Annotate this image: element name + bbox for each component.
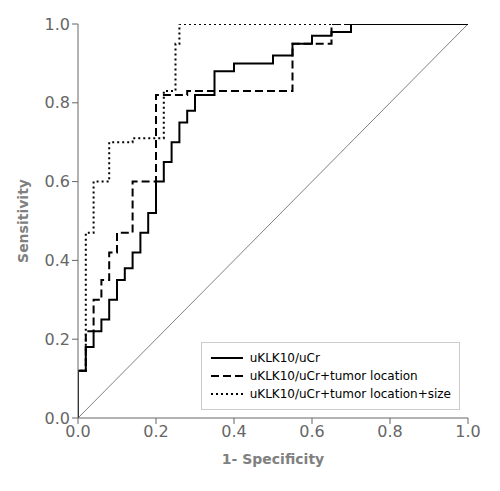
svg-text:Sensitivity: Sensitivity	[15, 179, 31, 263]
svg-text:0.6: 0.6	[45, 172, 70, 191]
html-text:uKLK10/uCr+tumor location: uKLK10/uCr+tumor location	[249, 369, 418, 383]
html-text:uKLK10/uCr+tumor location+size: uKLK10/uCr+tumor location+size	[249, 387, 451, 401]
svg-text:0.6: 0.6	[299, 422, 324, 441]
svg-text:0.4: 0.4	[45, 251, 70, 270]
svg-text:0.4: 0.4	[221, 422, 246, 441]
svg-text:1.0: 1.0	[45, 15, 70, 34]
svg-text:0.2: 0.2	[143, 422, 168, 441]
svg-text:0.8: 0.8	[377, 422, 402, 441]
svg-text:0.0: 0.0	[45, 409, 70, 428]
svg-text:1.0: 1.0	[455, 422, 480, 441]
svg-text:1- Specificity: 1- Specificity	[222, 451, 324, 467]
svg-text:0.2: 0.2	[45, 330, 70, 349]
svg-text:0.0: 0.0	[65, 422, 91, 442]
html-text:uKLK10/uCr: uKLK10/uCr	[249, 351, 320, 365]
svg-text:0.8: 0.8	[45, 93, 70, 112]
